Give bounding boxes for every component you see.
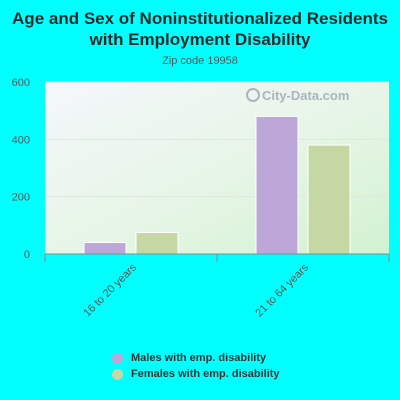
y-tick-label: 0 (24, 249, 30, 261)
legend-label-females: Females with emp. disability (131, 368, 280, 380)
x-tick-label: 21 to 64 years (253, 261, 311, 319)
legend-swatch-females (112, 368, 123, 380)
chart-subtitle: Zip code 19958 (162, 55, 238, 67)
watermark: City-Data.com (246, 88, 349, 103)
x-tick-label: 16 to 20 years (81, 261, 139, 319)
legend: Males with emp. disability Females with … (112, 350, 280, 382)
chart-title: Age and Sex of Noninstitutionalized Resi… (12, 9, 388, 49)
y-tick-label: 400 (12, 134, 30, 146)
watermark-icon (246, 88, 260, 102)
bar-females-1 (135, 232, 179, 255)
bar-males-2 (255, 115, 299, 255)
legend-swatch-males (112, 352, 123, 364)
y-tick-label: 600 (12, 77, 30, 89)
legend-label-males: Males with emp. disability (131, 352, 267, 364)
legend-item-females: Females with emp. disability (112, 366, 280, 382)
bar-males-1 (83, 242, 127, 255)
watermark-text: City-Data.com (262, 88, 349, 103)
y-tick-label: 200 (12, 192, 30, 204)
legend-item-males: Males with emp. disability (112, 350, 280, 366)
bar-females-2 (307, 144, 351, 255)
